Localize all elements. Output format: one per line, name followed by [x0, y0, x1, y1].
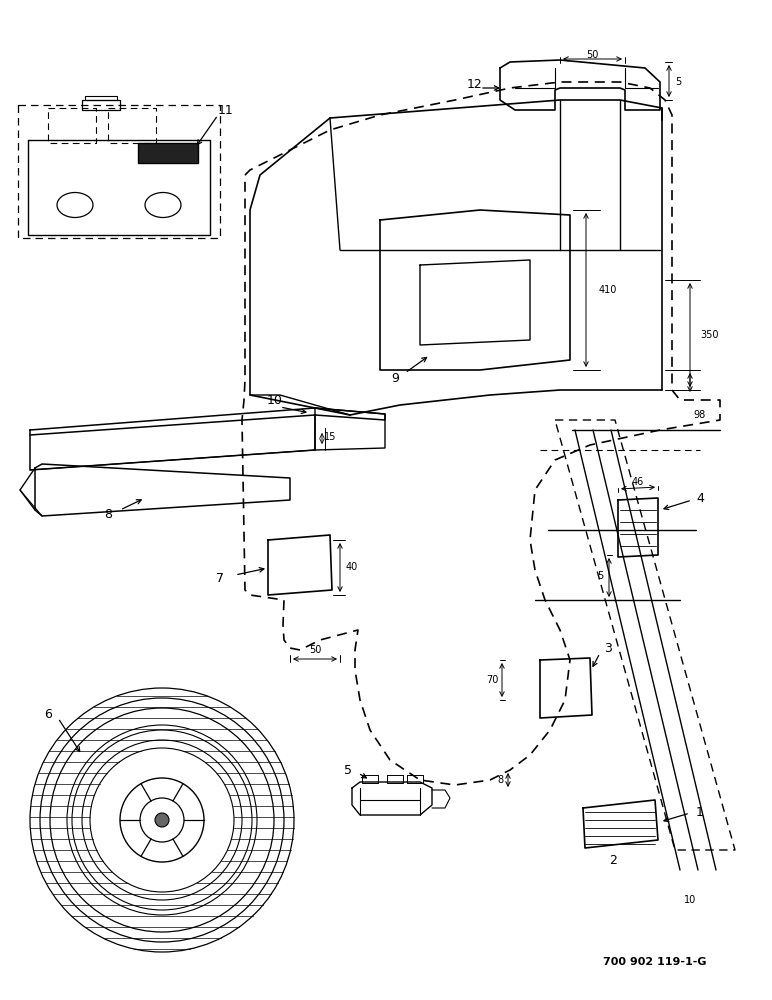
Text: 7: 7 — [216, 572, 224, 584]
Text: 9: 9 — [391, 371, 399, 384]
Text: 4: 4 — [696, 491, 704, 504]
Text: 6: 6 — [44, 708, 52, 722]
Text: 50: 50 — [586, 50, 598, 60]
Text: 11: 11 — [218, 104, 234, 116]
Circle shape — [155, 813, 169, 827]
Text: 46: 46 — [631, 477, 644, 487]
Text: 3: 3 — [604, 642, 612, 654]
Text: 8: 8 — [497, 775, 503, 785]
Text: 700 902 119-1-G: 700 902 119-1-G — [603, 957, 706, 967]
Text: 98: 98 — [694, 410, 706, 420]
Text: 410: 410 — [599, 285, 617, 295]
Text: 12: 12 — [467, 79, 482, 92]
Text: 10: 10 — [684, 895, 696, 905]
Text: 70: 70 — [486, 675, 498, 685]
Text: 350: 350 — [701, 330, 720, 340]
Text: 10: 10 — [267, 393, 283, 406]
Text: 5: 5 — [675, 77, 681, 87]
Text: 40: 40 — [346, 562, 358, 572]
Text: 5: 5 — [597, 571, 603, 581]
Text: 2: 2 — [609, 854, 617, 866]
Text: 50: 50 — [309, 645, 321, 655]
Text: 1: 1 — [696, 806, 704, 818]
Polygon shape — [138, 143, 198, 163]
Ellipse shape — [145, 192, 181, 218]
Text: 5: 5 — [344, 764, 352, 776]
Text: 8: 8 — [104, 508, 112, 522]
Text: 15: 15 — [323, 432, 336, 442]
Ellipse shape — [57, 192, 93, 218]
